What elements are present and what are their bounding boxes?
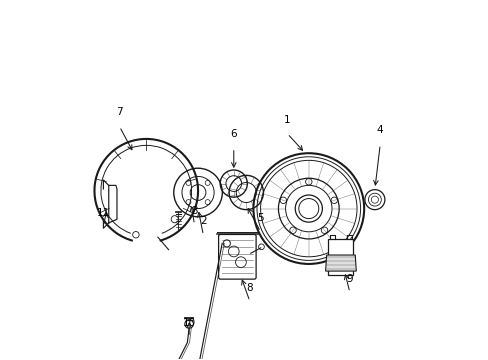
- Text: 11: 11: [97, 207, 110, 217]
- Text: 4: 4: [376, 125, 383, 135]
- Text: 8: 8: [246, 283, 253, 293]
- Text: 7: 7: [116, 108, 122, 117]
- Text: 6: 6: [230, 129, 237, 139]
- Text: 2: 2: [200, 216, 206, 226]
- FancyBboxPatch shape: [218, 234, 256, 279]
- Text: 9: 9: [346, 274, 352, 284]
- Polygon shape: [325, 255, 356, 271]
- Text: 5: 5: [257, 213, 264, 223]
- Text: 1: 1: [284, 114, 290, 125]
- Text: 3: 3: [191, 206, 198, 216]
- Bar: [328, 239, 353, 275]
- Text: 10: 10: [182, 318, 195, 328]
